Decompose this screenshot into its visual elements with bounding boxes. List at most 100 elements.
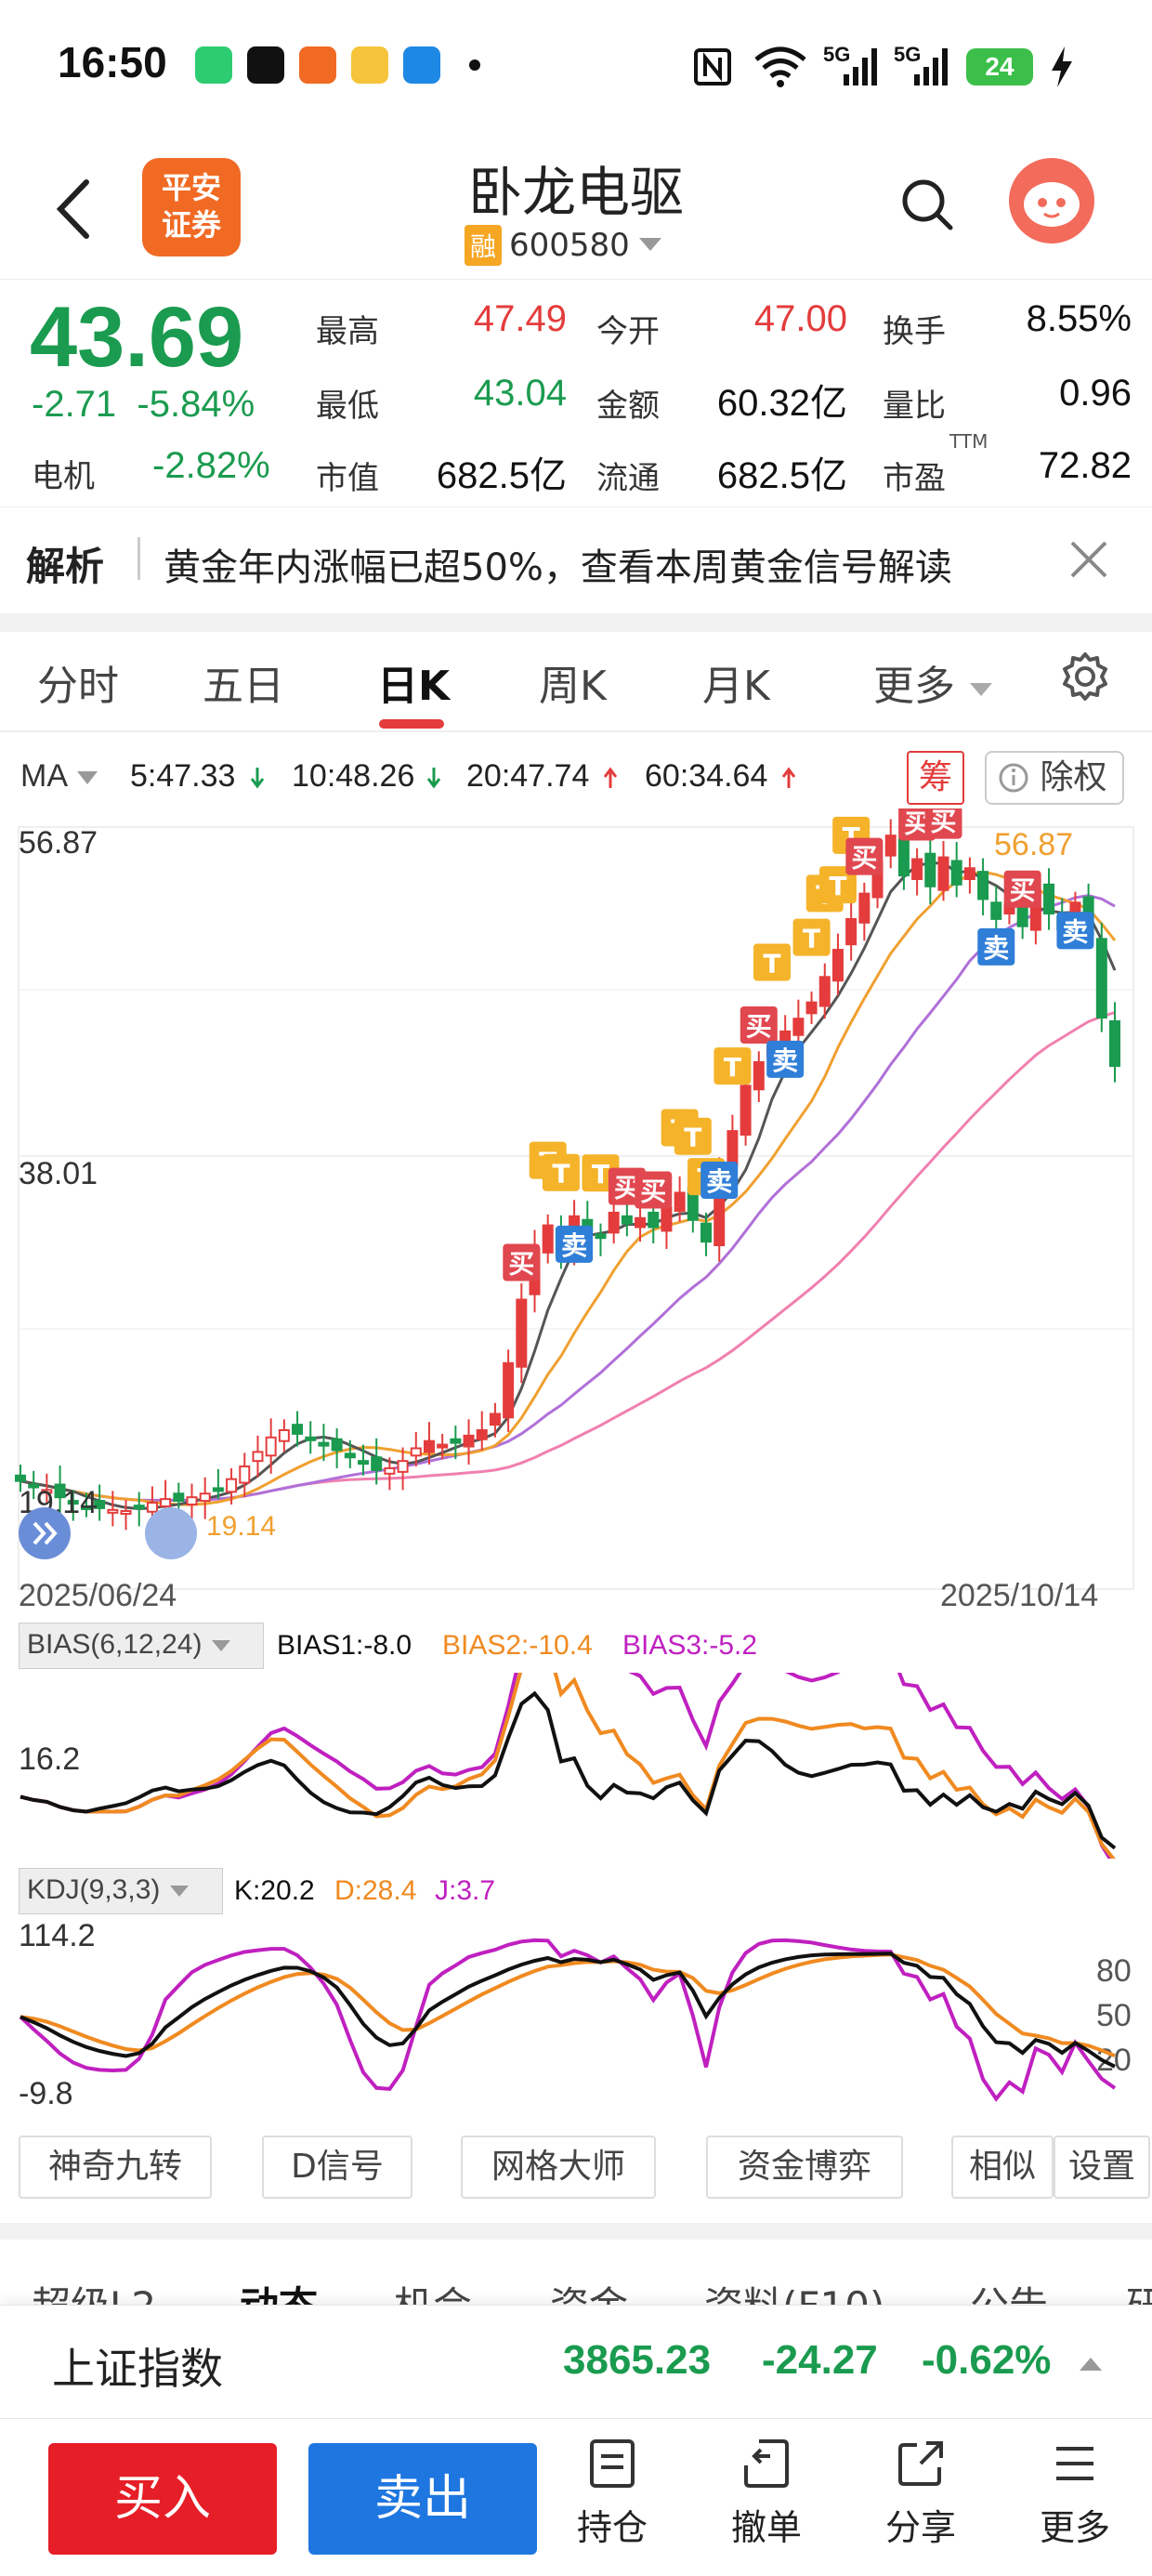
holdings-button[interactable]: 持仓	[561, 2438, 663, 2550]
candle[interactable]	[897, 838, 910, 877]
candle[interactable]	[397, 1460, 409, 1473]
tool-settings[interactable]: 设置	[1054, 2136, 1150, 2199]
sell-signal-badge[interactable]	[700, 1162, 739, 1200]
tab-more[interactable]: 更多	[873, 652, 994, 712]
candle[interactable]	[884, 835, 897, 857]
candle[interactable]	[15, 1474, 26, 1482]
t-signal-badge[interactable]	[753, 943, 791, 981]
t-signal-badge[interactable]	[818, 866, 857, 904]
candle[interactable]	[186, 1496, 198, 1505]
candle[interactable]	[371, 1456, 383, 1471]
candle[interactable]	[542, 1224, 554, 1254]
candle[interactable]	[608, 1211, 620, 1234]
tab-five-day[interactable]: 五日	[203, 663, 284, 710]
chevron-up-icon[interactable]	[1078, 2354, 1104, 2372]
tool-d-signal[interactable]: D信号	[262, 2136, 412, 2199]
assistant-avatar[interactable]	[1009, 158, 1094, 243]
back-arrow-icon[interactable]	[51, 177, 98, 242]
more-button[interactable]: 更多	[1024, 2438, 1126, 2550]
candle[interactable]	[67, 1500, 79, 1505]
candle[interactable]	[674, 1191, 686, 1212]
candle[interactable]	[911, 858, 923, 880]
kdj-chart[interactable]	[0, 1914, 1152, 2109]
candle[interactable]	[331, 1438, 343, 1452]
candle[interactable]	[805, 1001, 818, 1015]
candle[interactable]	[80, 1505, 92, 1510]
candle[interactable]	[437, 1443, 449, 1449]
candle[interactable]	[358, 1460, 370, 1465]
adjust-button[interactable]: 除权	[985, 751, 1124, 805]
candle[interactable]	[107, 1508, 119, 1514]
buy-signal-badge[interactable]	[845, 837, 884, 875]
buy-signal-badge[interactable]	[1003, 870, 1041, 908]
close-icon[interactable]	[1068, 539, 1109, 580]
candle[interactable]	[344, 1452, 356, 1459]
candle[interactable]	[278, 1428, 290, 1442]
tool-fund-game[interactable]: 资金博弈	[706, 2136, 903, 2199]
stock-code-selector[interactable]: 融 600580	[465, 225, 663, 266]
candle[interactable]	[239, 1465, 251, 1484]
candle[interactable]	[635, 1216, 647, 1229]
candle[interactable]	[384, 1466, 396, 1475]
sell-signal-badge[interactable]	[1056, 912, 1094, 950]
buy-signal-badge[interactable]	[503, 1243, 541, 1281]
candle[interactable]	[700, 1222, 713, 1243]
candle[interactable]	[1043, 883, 1055, 915]
tab-intraday[interactable]: 分时	[37, 663, 119, 710]
index-ticker[interactable]: 上证指数 3865.23 -24.27 -0.62%	[0, 2305, 1152, 2418]
candle[interactable]	[727, 1130, 739, 1167]
candle[interactable]	[1095, 938, 1107, 1019]
tool-magic-nine[interactable]: 神奇九转	[19, 2136, 212, 2199]
candle[interactable]	[937, 856, 949, 891]
candle[interactable]	[410, 1447, 422, 1457]
t-signal-badge[interactable]	[674, 1117, 712, 1155]
tab-weekly-k[interactable]: 周K	[539, 663, 607, 710]
candle[interactable]	[621, 1215, 633, 1225]
candle[interactable]	[845, 917, 857, 946]
candle[interactable]	[503, 1361, 515, 1419]
candle[interactable]	[41, 1489, 53, 1494]
candle[interactable]	[516, 1298, 528, 1368]
candle[interactable]	[1016, 907, 1028, 927]
candle[interactable]	[792, 1018, 805, 1036]
candle[interactable]	[1109, 1019, 1120, 1068]
candle[interactable]	[199, 1492, 211, 1503]
sell-signal-badge[interactable]	[977, 927, 1015, 966]
candle[interactable]	[423, 1439, 435, 1453]
candle[interactable]	[305, 1436, 317, 1441]
sell-signal-badge[interactable]	[766, 1040, 805, 1078]
candle[interactable]	[950, 860, 962, 886]
sell-button[interactable]: 卖出	[308, 2443, 537, 2555]
candle[interactable]	[990, 901, 1002, 920]
candle[interactable]	[450, 1438, 462, 1444]
candle[interactable]	[94, 1500, 106, 1509]
candle[interactable]	[160, 1498, 172, 1507]
candle[interactable]	[28, 1483, 40, 1489]
candle[interactable]	[753, 1061, 765, 1091]
chart-tool-button[interactable]	[145, 1507, 197, 1559]
candle[interactable]	[212, 1487, 224, 1492]
candle[interactable]	[595, 1233, 607, 1240]
cancel-order-button[interactable]: 撤单	[715, 2438, 818, 2550]
expand-panel-button[interactable]	[19, 1507, 71, 1559]
candle[interactable]	[133, 1505, 145, 1510]
candle[interactable]	[226, 1478, 238, 1493]
candle[interactable]	[318, 1441, 330, 1447]
candle[interactable]	[252, 1451, 264, 1463]
search-icon[interactable]	[899, 177, 955, 232]
candle[interactable]	[146, 1502, 158, 1513]
news-ticker[interactable]: 解析 黄金年内涨幅已超50%，查看本周黄金信号解读	[0, 506, 1152, 613]
tool-similar[interactable]: 相似	[951, 2136, 1054, 2199]
ma-selector[interactable]: MA	[20, 758, 99, 795]
t-signal-badge[interactable]	[713, 1047, 752, 1085]
share-button[interactable]: 分享	[870, 2438, 972, 2550]
candle[interactable]	[173, 1492, 185, 1503]
bias-chart[interactable]	[0, 1673, 1152, 1859]
buy-signal-badge[interactable]	[740, 1006, 778, 1045]
candle[interactable]	[120, 1510, 132, 1515]
tab-monthly-k[interactable]: 月K	[702, 663, 770, 710]
candle[interactable]	[476, 1428, 488, 1440]
candle[interactable]	[661, 1206, 673, 1232]
candlestick-chart[interactable]: 买TT卖T买买TTT卖T买T卖TTTT买T买买卖买卖	[0, 808, 1152, 1626]
buy-signal-badge[interactable]	[635, 1171, 673, 1209]
